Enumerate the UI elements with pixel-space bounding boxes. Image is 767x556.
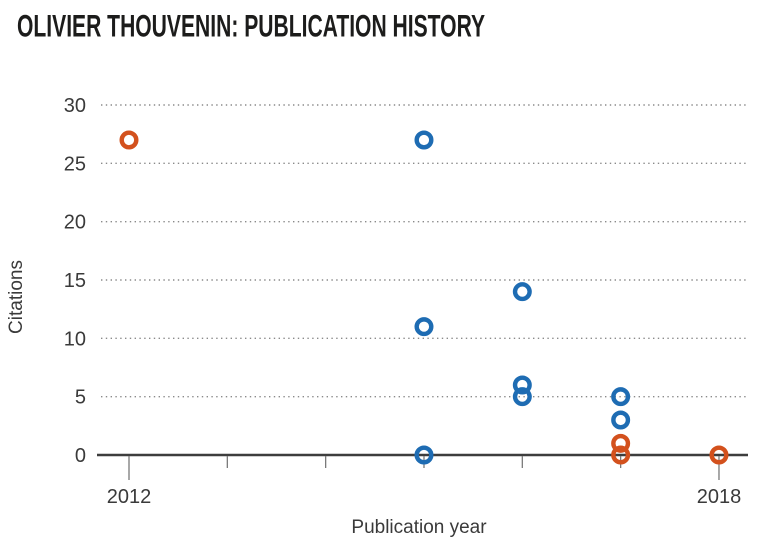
data-point-orange [709,445,729,465]
chart-title: OLIVIER THOUVENIN: PUBLICATION HISTORY [17,8,486,44]
data-point-blue [611,387,631,407]
y-tick-label: 15 [64,270,86,292]
x-tick-label: 2018 [697,486,742,508]
y-tick-label: 10 [64,328,86,350]
data-point-orange [611,445,631,465]
data-point-blue [414,130,434,150]
data-point-blue [512,387,532,407]
data-point-blue [512,375,532,395]
y-axis-title: Citations [6,260,27,334]
data-point-blue [414,445,434,465]
y-tick-label: 25 [64,153,86,175]
data-point-blue [414,317,434,337]
data-point-orange [119,130,139,150]
data-point-blue [512,282,532,302]
y-tick-label: 20 [64,212,86,234]
y-tick-label: 5 [75,387,86,409]
y-tick-label: 0 [75,445,86,467]
x-axis-title: Publication year [351,517,487,538]
y-tick-label: 30 [64,95,86,117]
x-tick-label: 2012 [107,486,152,508]
data-point-orange [611,433,631,453]
data-point-blue [611,410,631,430]
